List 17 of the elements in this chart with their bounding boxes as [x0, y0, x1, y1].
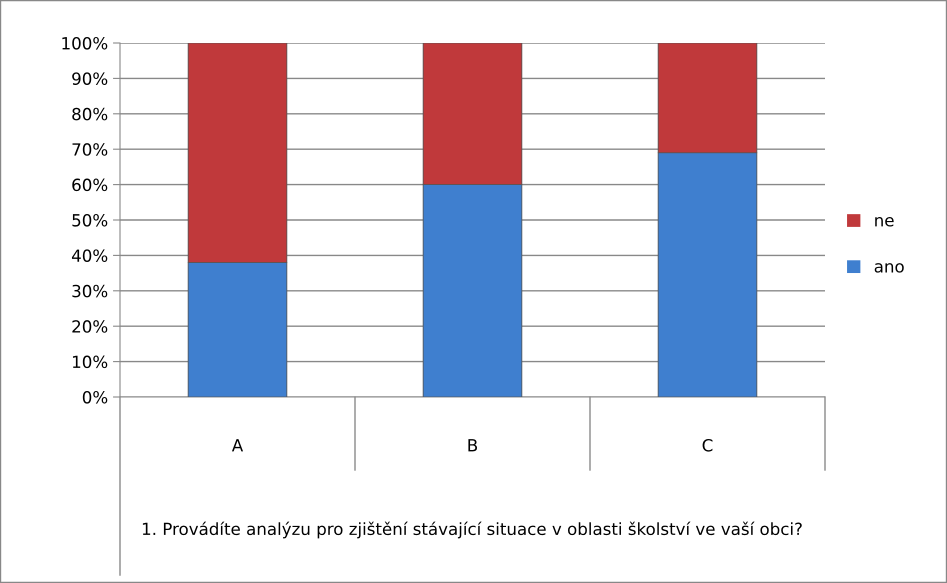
y-tick-label: 10%	[72, 356, 108, 368]
legend-label: ne	[875, 216, 894, 227]
y-tick-label: 100%	[62, 36, 108, 50]
x-tick-label: A	[232, 439, 244, 452]
y-tick-label: 70%	[72, 143, 108, 156]
y-tick-label: 60%	[72, 178, 108, 192]
y-tick-label: 30%	[72, 284, 108, 298]
legend-label: ano	[874, 263, 904, 273]
y-tick-label: 20%	[72, 320, 108, 333]
y-tick-label: 40%	[72, 249, 108, 262]
y-tick-label: 90%	[72, 72, 108, 85]
y-tick-label: 50%	[72, 214, 108, 227]
y-tick-label: 0%	[82, 390, 108, 404]
x-tick-label: C	[702, 438, 712, 452]
y-tick-label: 80%	[72, 108, 108, 120]
x-tick-label: B	[468, 439, 478, 452]
x-axis-title: 1. Provádíte analýzu pro zjištění stávající situace v oblasti školství ve vaší obci?	[142, 522, 802, 538]
